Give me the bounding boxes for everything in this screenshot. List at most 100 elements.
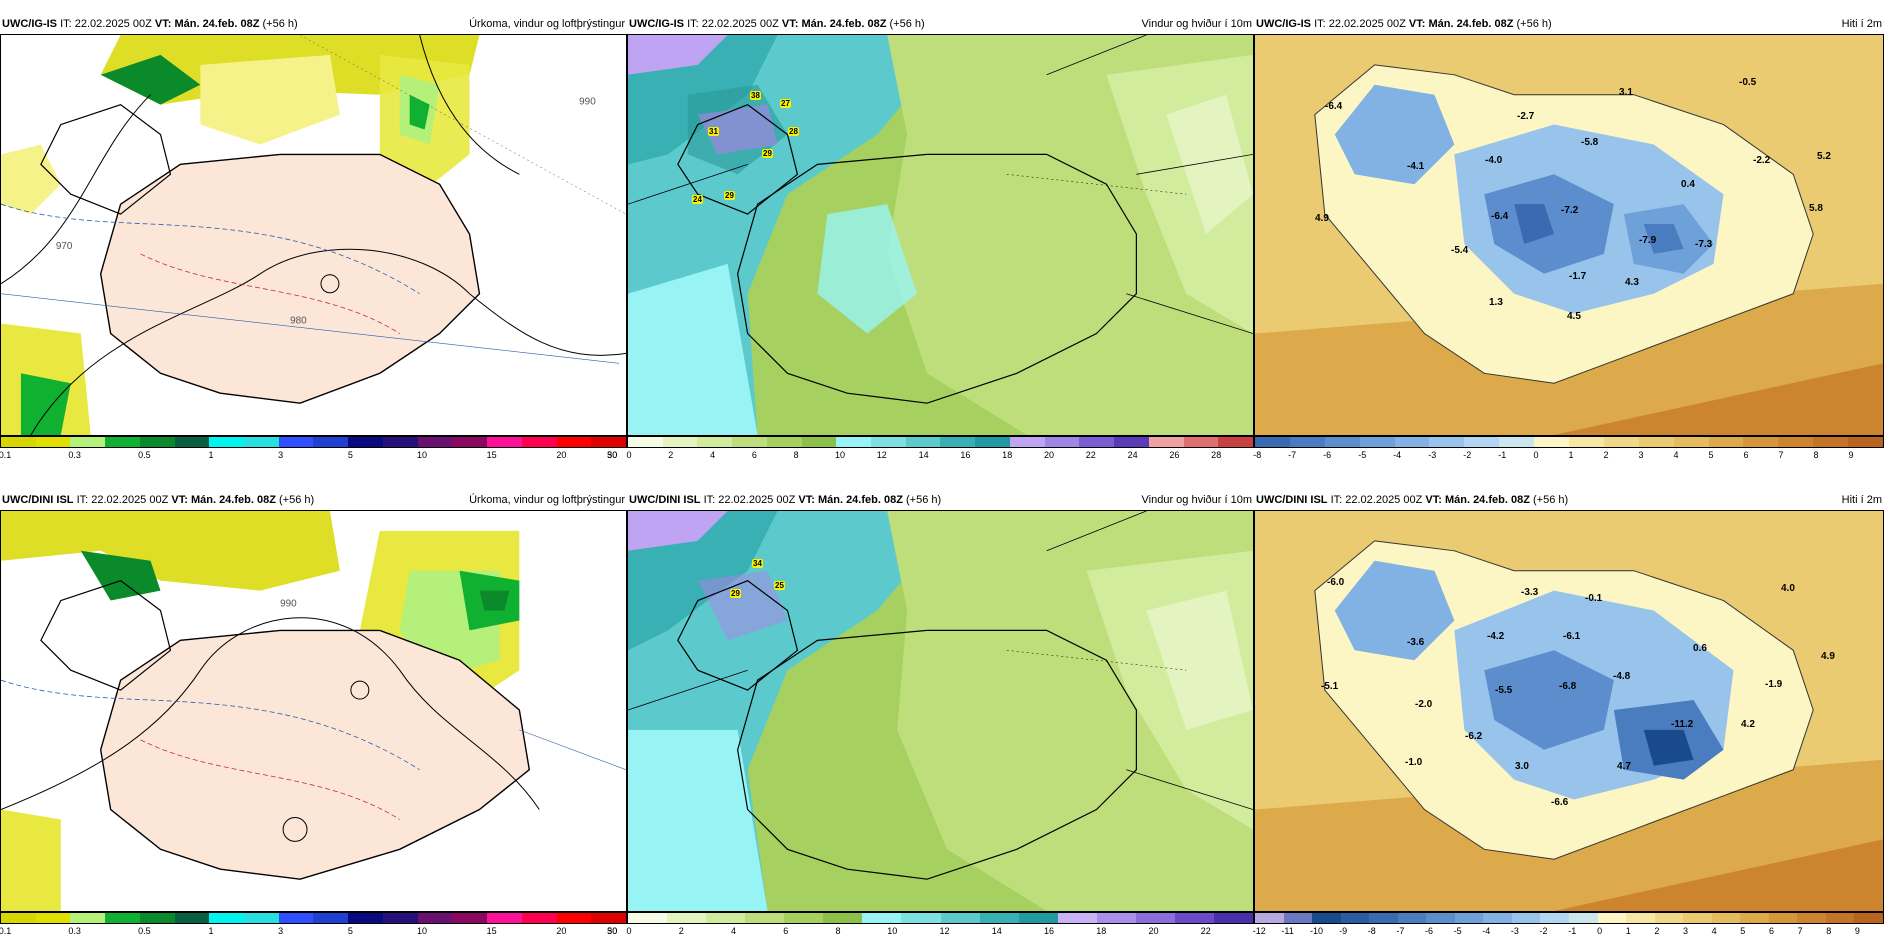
colorbar-tick: -6 (1425, 926, 1434, 936)
temp-label: -2.2 (1753, 155, 1771, 166)
precip-map[interactable]: 970 980 990 (0, 34, 627, 436)
colorbar-tick: 9 (1848, 450, 1854, 460)
colorbar-tick: 24 (1127, 450, 1138, 460)
temp-label: 4.3 (1625, 277, 1639, 288)
colorbar-tick: 6 (751, 450, 757, 460)
colorbar-swatch (1813, 437, 1849, 447)
colorbar-swatch (70, 913, 106, 923)
colorbar-tick: -7 (1288, 450, 1297, 460)
colorbar-tick: 8 (793, 450, 799, 460)
colorbar-tick: 5 (347, 926, 353, 936)
it-label: IT: (60, 18, 72, 30)
temp-label: 4.7 (1617, 761, 1631, 772)
colorbar-swatch (940, 913, 980, 923)
precip-colorbar-ticks: 0.1 0.3 0.5 1 3 5 10 15 20 30 50 (0, 448, 627, 464)
isobar-label: 990 (579, 97, 596, 108)
colorbar-swatch (1312, 913, 1341, 923)
colorbar-swatch (313, 913, 349, 923)
colorbar-swatch (1848, 437, 1884, 447)
colorbar-swatch (1255, 437, 1290, 447)
colorbar-swatch (1283, 913, 1313, 923)
colorbar-tick: 5 (1708, 450, 1714, 460)
precip-map[interactable]: 990 (0, 510, 627, 912)
colorbar-tick: 10 (834, 450, 846, 460)
wind-map[interactable]: 34 29 25 (627, 510, 1254, 912)
colorbar-swatch (901, 913, 941, 923)
colorbar-swatch (1218, 437, 1253, 447)
wind-colorbar (627, 436, 1254, 448)
colorbar-tick: 16 (1043, 926, 1055, 936)
panel-wind-top: UWC/IG-IS IT: 22.02.2025 00Z VT: Mán. 24… (626, 14, 1254, 464)
isobar-label: 980 (290, 316, 307, 327)
colorbar-swatch (697, 437, 733, 447)
colorbar-tick: 5 (347, 450, 353, 460)
colorbar-tick: 4 (1673, 450, 1679, 460)
colorbar-swatch (1324, 437, 1360, 447)
panel-header: UWC/IG-IS IT: 22.02.2025 00Z VT: Mán. 24… (0, 14, 627, 34)
gust-label: 27 (780, 99, 791, 108)
colorbar-swatch (452, 913, 488, 923)
wind-map[interactable]: 38 27 31 28 29 24 29 (627, 34, 1254, 436)
colorbar-tick: -8 (1253, 450, 1262, 460)
it-value: 22.02.2025 00Z (74, 18, 152, 30)
panel-wind-bottom: UWC/DINI ISL IT: 22.02.2025 00Z VT: Mán.… (626, 490, 1254, 940)
colorbar-tick: 10 (416, 926, 428, 936)
lead-time: (+56 h) (279, 494, 315, 506)
colorbar-tick: 50 (607, 926, 618, 936)
colorbar-tick: 22 (1200, 926, 1211, 936)
temp-label: -11.2 (1671, 719, 1694, 730)
vt-value: Mán. 24.feb. 08Z (174, 18, 260, 30)
temp-map[interactable]: -6.0 -3.6 -5.1 -3.3 -0.1 -4.2 -6.1 -2.0 … (1254, 510, 1884, 912)
temp-map-svg (1255, 35, 1883, 435)
colorbar-tick: 1 (1568, 450, 1574, 460)
panel-header: UWC/DINI ISL IT: 22.02.2025 00Z VT: Mán.… (1254, 490, 1884, 510)
colorbar-swatch (1114, 437, 1149, 447)
precip-colorbar (0, 436, 627, 448)
panel-header: UWC/IG-IS IT: 22.02.2025 00Z VT: Mán. 24… (1254, 14, 1884, 34)
colorbar-tick: 8 (1813, 450, 1819, 460)
colorbar-swatch (70, 437, 106, 447)
colorbar-swatch (1, 437, 36, 447)
colorbar-swatch (174, 913, 210, 923)
colorbar-swatch (1135, 913, 1175, 923)
colorbar-swatch (487, 913, 522, 923)
colorbar-swatch (1483, 913, 1512, 923)
temp-map[interactable]: -6.4 -4.1 4.9 -2.7 3.1 -5.8 -4.0 -6.4 -7… (1254, 34, 1884, 436)
panel-temp-bottom: UWC/DINI ISL IT: 22.02.2025 00Z VT: Mán.… (1252, 490, 1884, 940)
wind-colorbar-ticks: 0 2 4 6 8 10 12 14 16 18 20 22 24 26 28 (626, 448, 1254, 464)
colorbar-swatch (209, 437, 245, 447)
colorbar-tick: 7 (1797, 926, 1803, 936)
temp-label: -5.8 (1581, 137, 1599, 148)
colorbar-tick: -12 (1252, 926, 1266, 936)
colorbar-tick: 1 (208, 450, 214, 460)
lead-time: (+56 h) (1533, 494, 1569, 506)
temp-label: -4.0 (1485, 155, 1503, 166)
colorbar-swatch (1511, 913, 1541, 923)
panel-header: UWC/IG-IS IT: 22.02.2025 00Z VT: Mán. 24… (627, 14, 1254, 34)
colorbar-swatch (1454, 913, 1484, 923)
colorbar-swatch (1534, 437, 1570, 447)
colorbar-swatch (1, 913, 36, 923)
colorbar-swatch (1708, 437, 1744, 447)
it-label: IT: (703, 494, 716, 506)
colorbar-tick: 10 (887, 926, 898, 936)
colorbar-swatch (1597, 913, 1627, 923)
lead-time: (+56 h) (906, 494, 942, 506)
colorbar-swatch (1569, 437, 1604, 447)
colorbar-swatch (766, 437, 802, 447)
colorbar-swatch (1096, 913, 1136, 923)
colorbar-tick: 0.1 (0, 450, 12, 460)
colorbar-tick: 6 (1743, 450, 1749, 460)
colorbar-swatch (348, 913, 383, 923)
colorbar-tick: -3 (1510, 926, 1519, 936)
colorbar-tick: 2 (668, 450, 674, 460)
colorbar-swatch (667, 913, 707, 923)
temp-label: -6.0 (1327, 577, 1345, 588)
vt-label: VT: (1408, 18, 1426, 30)
colorbar-swatch (139, 913, 175, 923)
model-name: UWC/DINI ISL (1256, 494, 1328, 506)
colorbar-swatch (1148, 437, 1184, 447)
temp-label: -2.7 (1517, 111, 1535, 122)
vt-label: VT: (781, 18, 799, 30)
vt-value: Mán. 24.feb. 08Z (817, 494, 903, 506)
